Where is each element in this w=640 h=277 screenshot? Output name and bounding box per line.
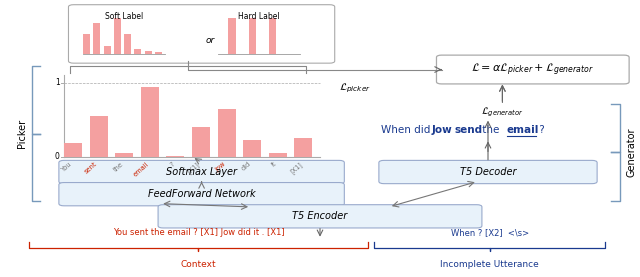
Text: $\mathcal{L} = \alpha\mathcal{L}_{picker} + \mathcal{L}_{generator}$: $\mathcal{L} = \alpha\mathcal{L}_{picker… xyxy=(471,61,595,78)
Text: T5 Decoder: T5 Decoder xyxy=(460,167,516,177)
Bar xyxy=(249,18,256,54)
Text: Context: Context xyxy=(180,260,216,269)
Bar xyxy=(64,143,82,157)
Bar xyxy=(124,34,131,54)
Bar xyxy=(114,18,121,54)
FancyBboxPatch shape xyxy=(68,5,335,63)
Text: ?: ? xyxy=(536,125,545,135)
Text: ?: ? xyxy=(169,161,175,168)
FancyBboxPatch shape xyxy=(158,205,482,228)
Text: Jow: Jow xyxy=(431,125,452,135)
Text: FeedForward Network: FeedForward Network xyxy=(148,189,255,199)
Bar xyxy=(243,140,261,157)
FancyBboxPatch shape xyxy=(379,160,597,184)
Text: [X1]: [X1] xyxy=(289,161,303,175)
Text: email: email xyxy=(132,161,150,178)
Text: Soft Label: Soft Label xyxy=(105,12,143,21)
Bar xyxy=(93,23,100,54)
Bar xyxy=(269,153,287,157)
Text: 1: 1 xyxy=(55,78,60,88)
FancyBboxPatch shape xyxy=(59,160,344,184)
Bar xyxy=(228,18,236,54)
Text: T5 Encoder: T5 Encoder xyxy=(292,211,348,221)
Text: did: did xyxy=(241,161,252,172)
Bar xyxy=(83,34,90,54)
Bar xyxy=(141,87,159,157)
Text: Picker: Picker xyxy=(17,119,27,148)
Bar xyxy=(192,127,210,157)
Text: sent: sent xyxy=(84,161,99,175)
Text: Incomplete Utterance: Incomplete Utterance xyxy=(440,260,539,269)
Text: Generator: Generator xyxy=(626,128,636,177)
Bar xyxy=(218,109,236,157)
Text: You sent the email ? [X1] Jow did it . [X1]: You sent the email ? [X1] Jow did it . [… xyxy=(113,228,284,237)
FancyBboxPatch shape xyxy=(436,55,629,84)
Text: $\mathcal{L}_{picker}$: $\mathcal{L}_{picker}$ xyxy=(339,82,371,95)
Text: When did: When did xyxy=(381,125,433,135)
Bar xyxy=(90,116,108,157)
Text: 0: 0 xyxy=(54,152,60,161)
Text: or: or xyxy=(206,36,215,45)
Text: You: You xyxy=(60,161,73,173)
Text: $\mathcal{L}_{generator}$: $\mathcal{L}_{generator}$ xyxy=(481,106,524,119)
Bar xyxy=(269,18,276,54)
Bar xyxy=(115,153,133,157)
Text: email: email xyxy=(507,125,539,135)
Text: Softmax Layer: Softmax Layer xyxy=(166,167,237,177)
Bar xyxy=(145,51,152,54)
Text: send: send xyxy=(455,125,483,135)
Text: Jow: Jow xyxy=(214,161,227,173)
Bar xyxy=(294,138,312,157)
Bar xyxy=(155,52,162,54)
Bar xyxy=(104,46,111,54)
Text: the: the xyxy=(112,161,124,173)
Text: When ? [X2]  <\s>: When ? [X2] <\s> xyxy=(451,228,529,237)
Text: the: the xyxy=(479,125,502,135)
Bar xyxy=(134,49,141,54)
Bar xyxy=(166,156,184,157)
Text: Hard Label: Hard Label xyxy=(238,12,280,21)
FancyBboxPatch shape xyxy=(59,183,344,206)
Text: [X1]: [X1] xyxy=(186,161,201,175)
Text: it: it xyxy=(271,161,278,168)
